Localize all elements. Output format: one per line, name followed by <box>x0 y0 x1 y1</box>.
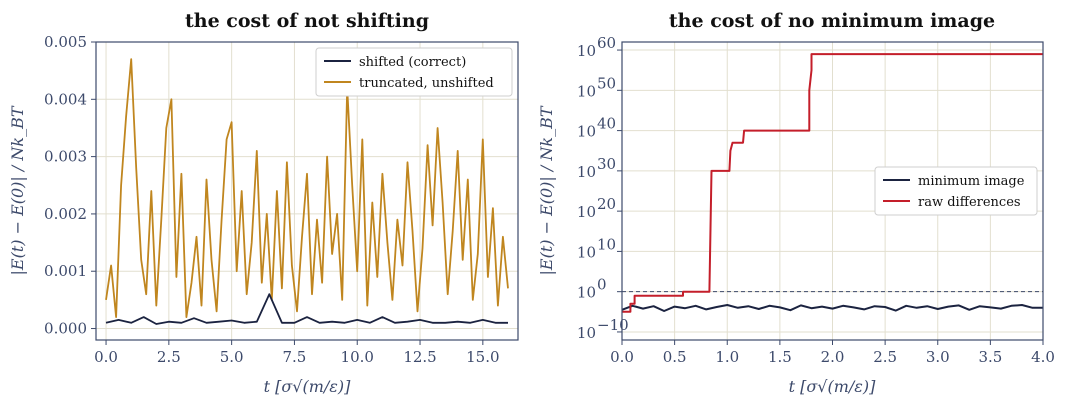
x-tick-label: 4.0 <box>1031 348 1055 366</box>
y-tick-label: 0.003 <box>44 148 87 166</box>
x-tick-label: 15.0 <box>466 348 499 366</box>
chart-right-y-axis-label: |E(t) − E(0)| / Nk_BT <box>537 105 556 275</box>
y-tick-label: 10 <box>577 203 596 221</box>
y-tick-exponent: 30 <box>597 155 616 173</box>
x-tick-label: 1.5 <box>768 348 792 366</box>
x-tick-label: 0.5 <box>663 348 687 366</box>
y-tick-exponent: 40 <box>597 115 616 133</box>
chart-left-title: the cost of not shifting <box>185 10 429 32</box>
series-line-shifted-correct- <box>105 293 508 325</box>
y-tick-label: 10 <box>577 243 596 261</box>
x-tick-label: 2.5 <box>157 348 181 366</box>
y-tick-label: 10 <box>577 123 596 141</box>
legend-label-minimum-image: minimum image <box>918 174 1025 189</box>
series-line-minimum-image <box>621 304 1043 312</box>
chart-right-series <box>621 53 1043 313</box>
legend-label-shifted: shifted (correct) <box>359 55 466 70</box>
chart-left-frame <box>95 41 519 341</box>
chart-left-series <box>105 58 509 325</box>
x-tick-label: 7.5 <box>283 348 307 366</box>
chart-left-legend: shifted (correct) truncated, unshifted <box>315 47 513 97</box>
chart-left: the cost of not shifting 0.0 2.5 5.0 7.5 10.… <box>8 10 519 396</box>
chart-right-x-axis-label: t [σ√(m/ε)] <box>789 377 877 396</box>
x-tick-label: 2.5 <box>873 348 897 366</box>
y-tick-exponent: 20 <box>597 195 616 213</box>
x-tick-label: 1.0 <box>715 348 739 366</box>
legend-label-raw-differences: raw differences <box>918 195 1021 210</box>
chart-right-x-ticks: 0.0 0.5 1.0 1.5 2.0 2.5 3.0 3.5 4.0 <box>610 340 1055 366</box>
x-tick-label: 12.5 <box>403 348 436 366</box>
y-tick-label: 10 <box>577 163 596 181</box>
chart-right-title: the cost of no minimum image <box>669 10 995 32</box>
y-tick-label: 10 <box>577 324 596 342</box>
y-tick-label: 0.001 <box>44 262 87 280</box>
y-tick-label: 0.004 <box>44 90 87 108</box>
y-tick-label: 0.005 <box>44 33 87 51</box>
chart-left-y-axis-label: |E(t) − E(0)| / Nk_BT <box>8 105 27 275</box>
y-tick-label: 0.000 <box>44 320 87 338</box>
x-tick-label: 0.0 <box>610 348 634 366</box>
x-tick-label: 3.0 <box>926 348 950 366</box>
chart-left-x-axis-label: t [σ√(m/ε)] <box>264 377 352 396</box>
y-tick-exponent: −10 <box>597 316 629 334</box>
y-tick-exponent: 60 <box>597 34 616 52</box>
y-tick-exponent: 10 <box>597 235 616 253</box>
chart-right: the cost of no minimum image 0.0 0.5 1.0 1.… <box>537 10 1055 396</box>
y-tick-exponent: 50 <box>597 74 616 92</box>
y-tick-label: 0.002 <box>44 205 87 223</box>
x-tick-label: 5.0 <box>220 348 244 366</box>
legend-label-truncated: truncated, unshifted <box>359 76 494 91</box>
chart-left-y-ticks: 0.000 0.001 0.002 0.003 0.004 0.005 <box>44 33 96 338</box>
chart-right-legend: minimum image raw differences <box>874 166 1038 216</box>
x-tick-label: 0.0 <box>94 348 118 366</box>
y-tick-exponent: 0 <box>597 276 607 294</box>
x-tick-label: 10.0 <box>341 348 374 366</box>
x-tick-label: 2.0 <box>821 348 845 366</box>
y-tick-label: 10 <box>577 42 596 60</box>
series-line-raw-differences <box>622 53 1043 313</box>
y-tick-label: 10 <box>577 284 596 302</box>
series-line-truncated-unshifted <box>105 58 509 318</box>
chart-left-x-ticks: 0.0 2.5 5.0 7.5 10.0 12.5 15.0 <box>94 340 500 366</box>
y-tick-label: 10 <box>577 82 596 100</box>
x-tick-label: 3.5 <box>978 348 1002 366</box>
